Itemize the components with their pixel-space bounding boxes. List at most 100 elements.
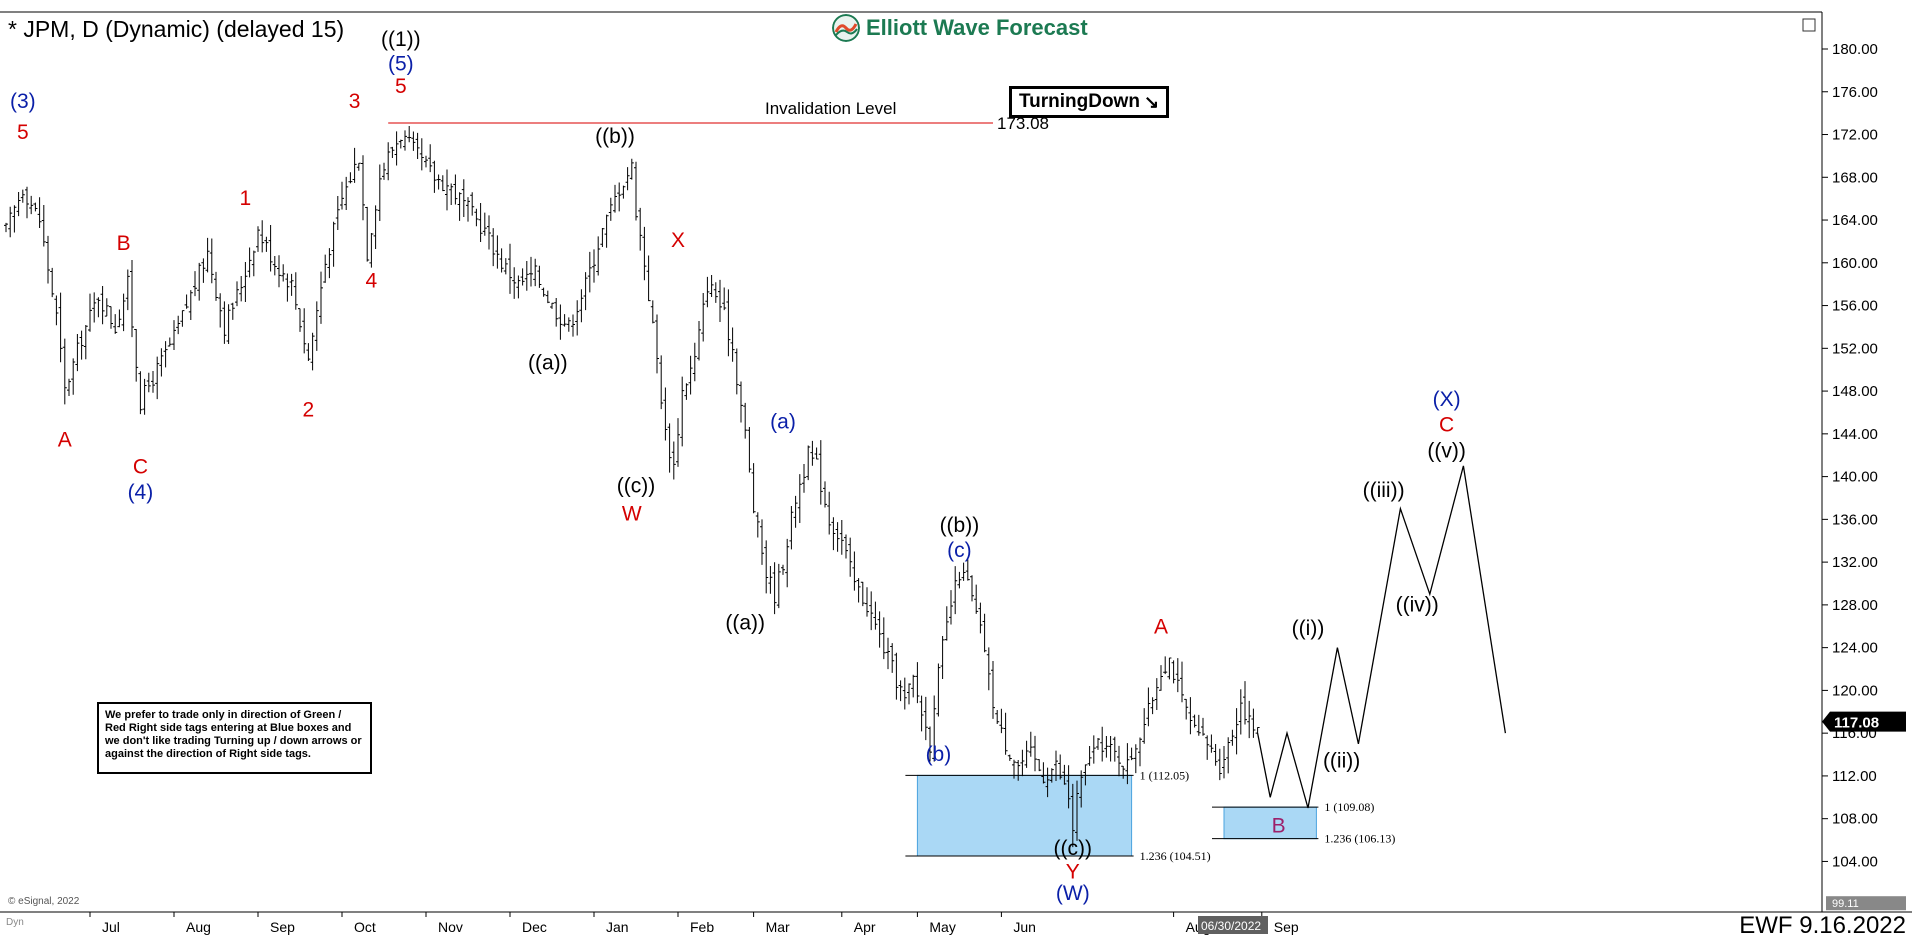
x-tick-label: Jun [1013,919,1036,935]
dyn-label: Dyn [6,917,24,928]
ohlc-bar [1255,727,1260,734]
ohlc-bar [348,172,353,184]
turning-down-tag: TurningDown ↘ [1009,86,1169,118]
ohlc-bar [726,289,731,357]
ohlc-bar [214,271,218,301]
wave-label: Y [1066,861,1080,884]
ohlc-bar [281,264,286,282]
ohlc-bar [1243,681,1247,725]
wave-label: ((c)) [1054,837,1092,860]
ohlc-bar [529,256,533,287]
ohlc-bar [886,637,890,670]
ohlc-bar [965,559,970,581]
ohlc-bar [839,519,844,555]
ohlc-bar [239,276,244,302]
wave-label: ((v)) [1427,439,1465,462]
ohlc-bar [1079,770,1084,808]
ohlc-bar [302,308,307,354]
ohlc-bar [4,222,8,233]
ohlc-bar [491,228,496,267]
ohlc-bar [46,235,50,284]
ohlc-bar [445,169,449,211]
ohlc-bar [827,491,832,535]
ohlc-bar [306,343,311,361]
ohlc-bar [596,236,601,276]
ohlc-bar [520,268,525,286]
ohlc-bar [188,290,193,321]
wave-label: 3 [349,90,361,113]
ohlc-bar [268,225,273,272]
ohlc-bar [575,300,580,336]
ohlc-bar [1062,764,1067,785]
ohlc-bar [482,212,487,236]
ohlc-bar [508,243,512,294]
ohlc-bar [440,175,445,192]
ohlc-bar [382,162,386,180]
ohlc-bar [600,227,605,248]
ohlc-bar [566,317,571,332]
y-tick-label: 108.00 [1832,811,1878,828]
wave-label: C [133,455,148,478]
ohlc-bar [722,287,727,311]
ohlc-bar [1213,744,1218,766]
ohlc-bar [692,342,697,382]
ohlc-bar [142,378,147,415]
ohlc-bar [172,320,176,350]
ohlc-bar [890,643,895,673]
ohlc-bar [1146,687,1151,727]
chart-title: * JPM, D (Dynamic) (delayed 15) [8,16,345,42]
ohlc-bar [352,147,357,183]
ohlc-bar [1112,736,1117,762]
y-tick-label: 104.00 [1832,853,1878,870]
brand-name: Elliott Wave Forecast [866,15,1088,40]
ohlc-bar [398,139,403,149]
ohlc-bar [407,125,412,143]
wave-label: (X) [1433,388,1461,411]
ohlc-bar [289,273,294,296]
y-tick-label: 124.00 [1832,640,1878,657]
ohlc-bar [1058,754,1063,780]
wave-label: C [1439,414,1454,437]
ohlc-bar [1201,717,1205,736]
ohlc-bar [923,696,928,741]
ohlc-bar [298,308,302,332]
ohlc-bar [751,463,756,514]
wave-label: ((iv)) [1396,593,1439,616]
y-tick-label: 160.00 [1832,255,1878,272]
ohlc-bar [873,601,878,630]
ohlc-bar [961,562,966,581]
ohlc-bar [676,418,680,467]
ohlc-bar [642,226,647,281]
ohlc-bar [541,287,546,297]
ohlc-bar [537,265,542,288]
ohlc-bar [79,330,84,360]
ohlc-bar [655,314,659,374]
ohlc-bar [1230,729,1235,746]
ohlc-bar [310,332,315,371]
ohlc-bar [545,290,550,304]
ohlc-bar [117,309,122,328]
ohlc-bar [201,258,206,283]
ohlc-bar [92,292,97,323]
ohlc-bar [781,564,785,575]
ohlc-bar [638,207,643,251]
ohlc-bar [193,271,197,297]
ohlc-bar [1217,748,1222,781]
wave-label: (a) [770,410,796,433]
ohlc-bar [197,262,202,301]
ohlc-bar [995,709,1000,725]
ohlc-bar [159,348,164,377]
ohlc-bar [453,174,458,205]
ohlc-bar [285,273,290,302]
ohlc-bar [436,174,441,190]
ohlc-bar [869,591,874,631]
ohlc-bar [982,613,987,653]
ohlc-bar [1054,750,1058,782]
ohlc-bar [671,441,676,480]
wave-label: B [1272,815,1286,838]
ohlc-bar [894,652,899,700]
y-tick-label: 112.00 [1832,768,1877,785]
ohlc-bar [411,131,416,151]
ohlc-bar [495,235,500,269]
ohlc-bar [604,214,609,248]
